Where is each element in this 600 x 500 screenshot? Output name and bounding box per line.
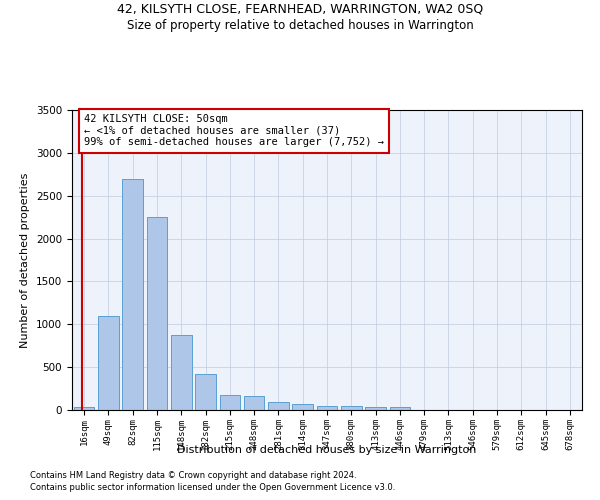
Bar [365,408,386,410]
Text: Distribution of detached houses by size in Warrington: Distribution of detached houses by size … [178,445,476,455]
Text: 42 KILSYTH CLOSE: 50sqm
← <1% of detached houses are smaller (37)
99% of semi-de: 42 KILSYTH CLOSE: 50sqm ← <1% of detache… [84,114,384,148]
Text: Contains public sector information licensed under the Open Government Licence v3: Contains public sector information licen… [30,484,395,492]
Bar [220,396,240,410]
Bar [171,336,191,410]
Bar [292,404,313,410]
Bar [341,406,362,410]
Text: Contains HM Land Registry data © Crown copyright and database right 2024.: Contains HM Land Registry data © Crown c… [30,471,356,480]
Y-axis label: Number of detached properties: Number of detached properties [20,172,31,348]
Bar [317,406,337,410]
Text: Size of property relative to detached houses in Warrington: Size of property relative to detached ho… [127,18,473,32]
Bar [98,316,119,410]
Bar [268,402,289,410]
Bar [244,396,265,410]
Bar [195,374,216,410]
Text: 42, KILSYTH CLOSE, FEARNHEAD, WARRINGTON, WA2 0SQ: 42, KILSYTH CLOSE, FEARNHEAD, WARRINGTON… [117,2,483,16]
Bar [146,217,167,410]
Bar [389,408,410,410]
Bar [74,407,94,410]
Bar [122,178,143,410]
